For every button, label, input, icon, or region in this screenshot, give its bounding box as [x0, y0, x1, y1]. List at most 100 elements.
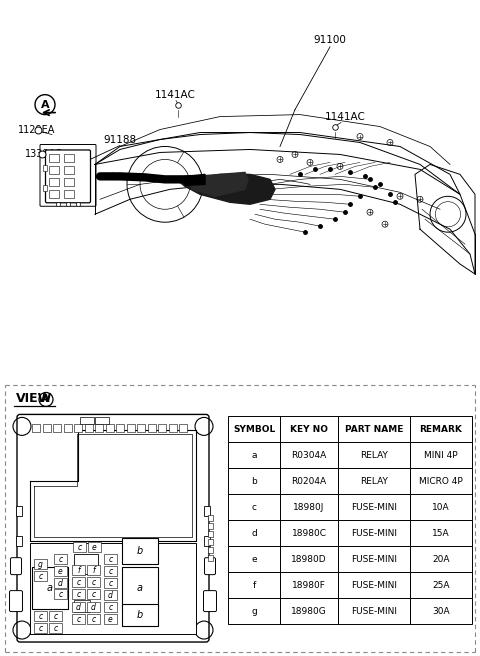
Text: A: A [41, 100, 49, 110]
Bar [208, 515, 213, 522]
Bar [104, 602, 117, 612]
Bar [43, 424, 50, 432]
Bar [228, 468, 280, 494]
Text: c: c [76, 578, 81, 586]
Bar [208, 523, 213, 529]
Bar [208, 531, 213, 537]
Text: c: c [53, 611, 58, 621]
Bar [137, 424, 145, 432]
Bar [84, 424, 93, 432]
Text: a: a [47, 583, 53, 593]
Text: c: c [38, 611, 43, 621]
Text: FUSE-MINI: FUSE-MINI [351, 502, 397, 512]
Bar [208, 555, 213, 561]
Text: RELAY: RELAY [360, 451, 388, 460]
FancyBboxPatch shape [46, 150, 91, 203]
Bar [338, 546, 410, 572]
Bar [122, 604, 158, 626]
Polygon shape [180, 174, 275, 204]
Bar [410, 442, 472, 468]
Text: f: f [252, 581, 256, 590]
Bar [410, 598, 472, 624]
Bar [410, 494, 472, 520]
Text: d: d [76, 603, 81, 611]
Text: c: c [38, 571, 43, 581]
Text: c: c [91, 590, 96, 599]
Bar [43, 165, 47, 171]
Bar [72, 602, 85, 612]
Text: 91188: 91188 [103, 134, 137, 144]
Bar [122, 567, 158, 609]
Text: c: c [76, 590, 81, 599]
Text: f: f [77, 565, 80, 575]
Text: d: d [108, 590, 113, 600]
Bar [54, 554, 67, 564]
Bar [338, 494, 410, 520]
Bar [49, 190, 59, 198]
Text: c: c [59, 590, 62, 599]
Text: c: c [91, 578, 96, 586]
Bar [338, 442, 410, 468]
Polygon shape [190, 173, 248, 196]
FancyBboxPatch shape [10, 590, 23, 611]
Bar [49, 611, 62, 621]
Text: KEY NO: KEY NO [290, 425, 328, 434]
Text: c: c [108, 555, 113, 564]
Text: 15A: 15A [432, 529, 450, 538]
Polygon shape [95, 194, 460, 264]
FancyBboxPatch shape [11, 558, 22, 575]
Text: 1338AC: 1338AC [25, 150, 63, 159]
Bar [34, 623, 47, 633]
Text: b: b [137, 610, 143, 620]
Bar [338, 598, 410, 624]
Bar [179, 424, 187, 432]
Text: VIEW: VIEW [16, 392, 52, 405]
Text: e: e [92, 543, 97, 552]
Bar [228, 572, 280, 598]
Bar [208, 539, 213, 545]
Bar [87, 589, 100, 599]
Bar [280, 417, 338, 442]
Text: MINI 4P: MINI 4P [424, 451, 458, 460]
Text: e: e [251, 555, 257, 564]
Bar [208, 547, 213, 553]
Bar [30, 543, 196, 634]
Bar [147, 424, 156, 432]
Bar [280, 572, 338, 598]
Bar [410, 417, 472, 442]
Text: 20A: 20A [432, 555, 450, 564]
Bar [87, 565, 100, 575]
Bar [228, 520, 280, 546]
Text: 1129EA: 1129EA [18, 125, 55, 134]
Text: a: a [137, 583, 143, 593]
Text: e: e [108, 615, 113, 624]
Bar [228, 494, 280, 520]
Bar [228, 598, 280, 624]
Text: PART NAME: PART NAME [345, 425, 403, 434]
Bar [104, 614, 117, 624]
Bar [95, 424, 103, 432]
Bar [34, 571, 47, 581]
Bar [228, 442, 280, 468]
Bar [280, 442, 338, 468]
Bar [43, 186, 47, 192]
Text: f: f [92, 565, 95, 575]
Bar [122, 538, 158, 564]
Bar [49, 154, 59, 163]
Text: REMARK: REMARK [420, 425, 462, 434]
Bar [73, 543, 86, 552]
Bar [410, 572, 472, 598]
Bar [228, 417, 280, 442]
Bar [32, 424, 40, 432]
Bar [72, 565, 85, 575]
Text: c: c [59, 555, 62, 564]
Text: c: c [53, 624, 58, 632]
Text: 18980J: 18980J [293, 502, 324, 512]
Text: 18980D: 18980D [291, 555, 327, 564]
Bar [106, 424, 113, 432]
Bar [72, 589, 85, 599]
Text: c: c [252, 502, 256, 512]
Text: FUSE-MINI: FUSE-MINI [351, 607, 397, 615]
Text: A: A [42, 394, 50, 405]
Bar [338, 417, 410, 442]
